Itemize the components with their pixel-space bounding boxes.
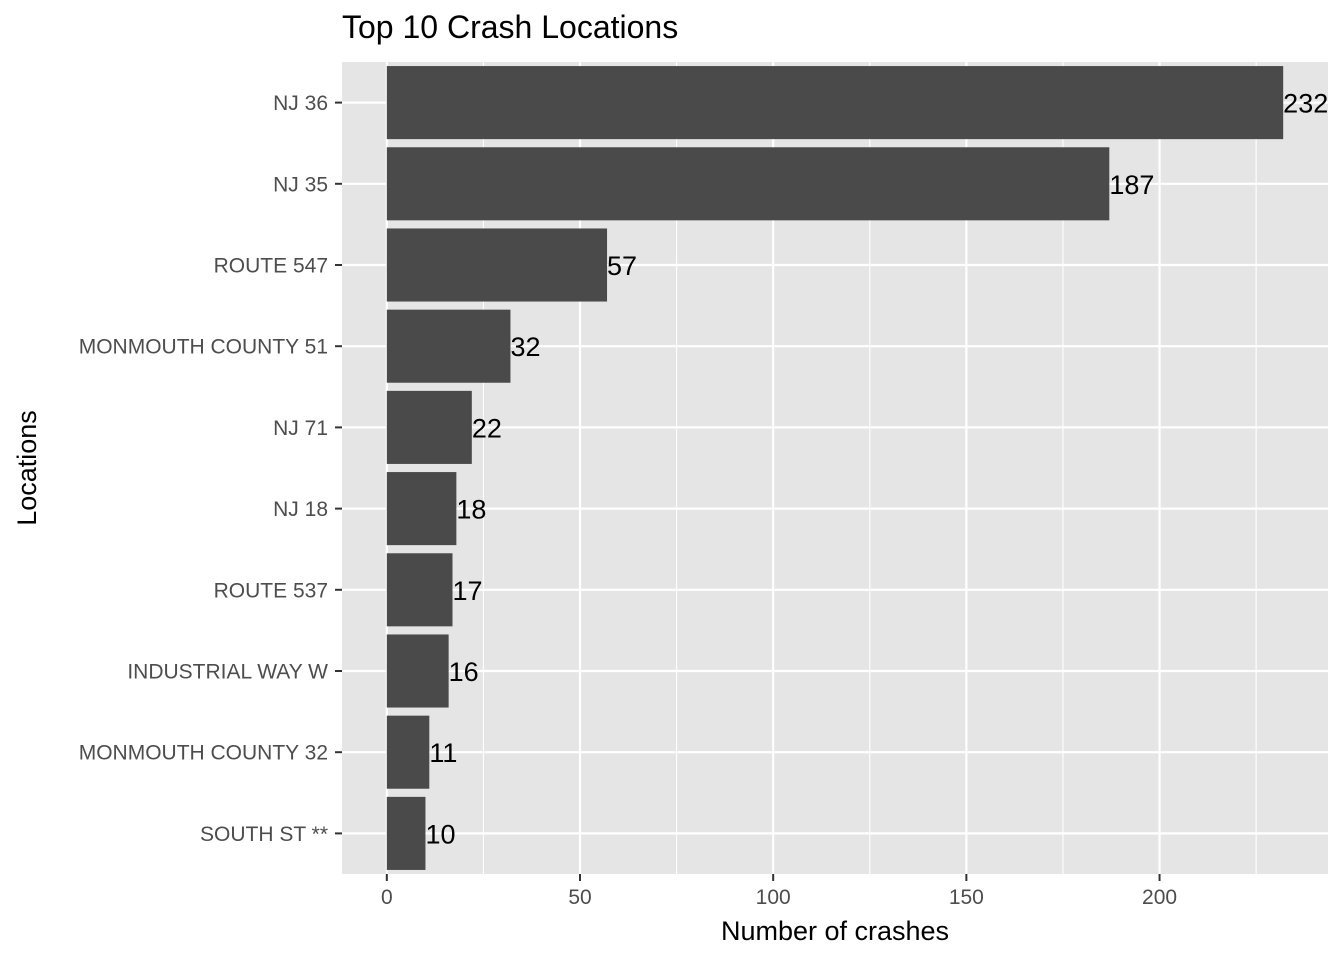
bar [386,228,608,302]
y-tick-label: SOUTH ST ** [200,823,328,846]
bar [386,634,449,708]
data-label: 11 [429,738,457,768]
y-axis: NJ 36 NJ 35 ROUTE 547 MONMOUTH COUNTY 51 NJ … [79,92,342,846]
bars [386,66,1284,870]
bar [386,147,1110,221]
data-label: 10 [425,819,455,849]
bar [386,796,426,870]
y-tick-label: NJ 36 [273,92,328,115]
bar [386,715,430,789]
y-tick-label: INDUSTRIAL WAY W [127,661,328,684]
bar [386,390,472,464]
x-axis-title: Number of crashes [721,916,949,946]
y-tick-label: NJ 18 [273,498,328,521]
data-label: 32 [510,332,540,362]
data-label: 57 [607,251,637,281]
data-labels: 232 187 57 32 22 18 17 16 11 10 [425,89,1328,850]
bar [386,472,457,546]
bar [386,553,453,627]
bar [386,66,1284,140]
x-tick-label: 200 [1142,886,1177,909]
y-axis-title: Locations [12,410,42,526]
bar [386,309,511,383]
y-tick-label: MONMOUTH COUNTY 32 [79,742,328,765]
data-label: 18 [456,495,486,525]
data-label: 232 [1283,89,1328,119]
data-label: 17 [453,576,483,606]
x-tick-label: 150 [949,886,984,909]
chart-title: Top 10 Crash Locations [342,9,678,45]
data-label: 16 [449,657,479,687]
x-tick-label: 100 [756,886,791,909]
y-tick-label: NJ 71 [273,417,328,440]
data-label: 187 [1109,170,1154,200]
y-tick-label: MONMOUTH COUNTY 51 [79,336,328,359]
data-label: 22 [472,413,502,443]
y-tick-label: NJ 35 [273,173,328,196]
y-tick-label: ROUTE 537 [214,579,328,602]
y-tick-label: ROUTE 547 [214,255,328,278]
x-axis: 0 50 100 150 200 [381,874,1177,909]
x-tick-label: 0 [381,886,393,909]
x-tick-label: 50 [568,886,591,909]
